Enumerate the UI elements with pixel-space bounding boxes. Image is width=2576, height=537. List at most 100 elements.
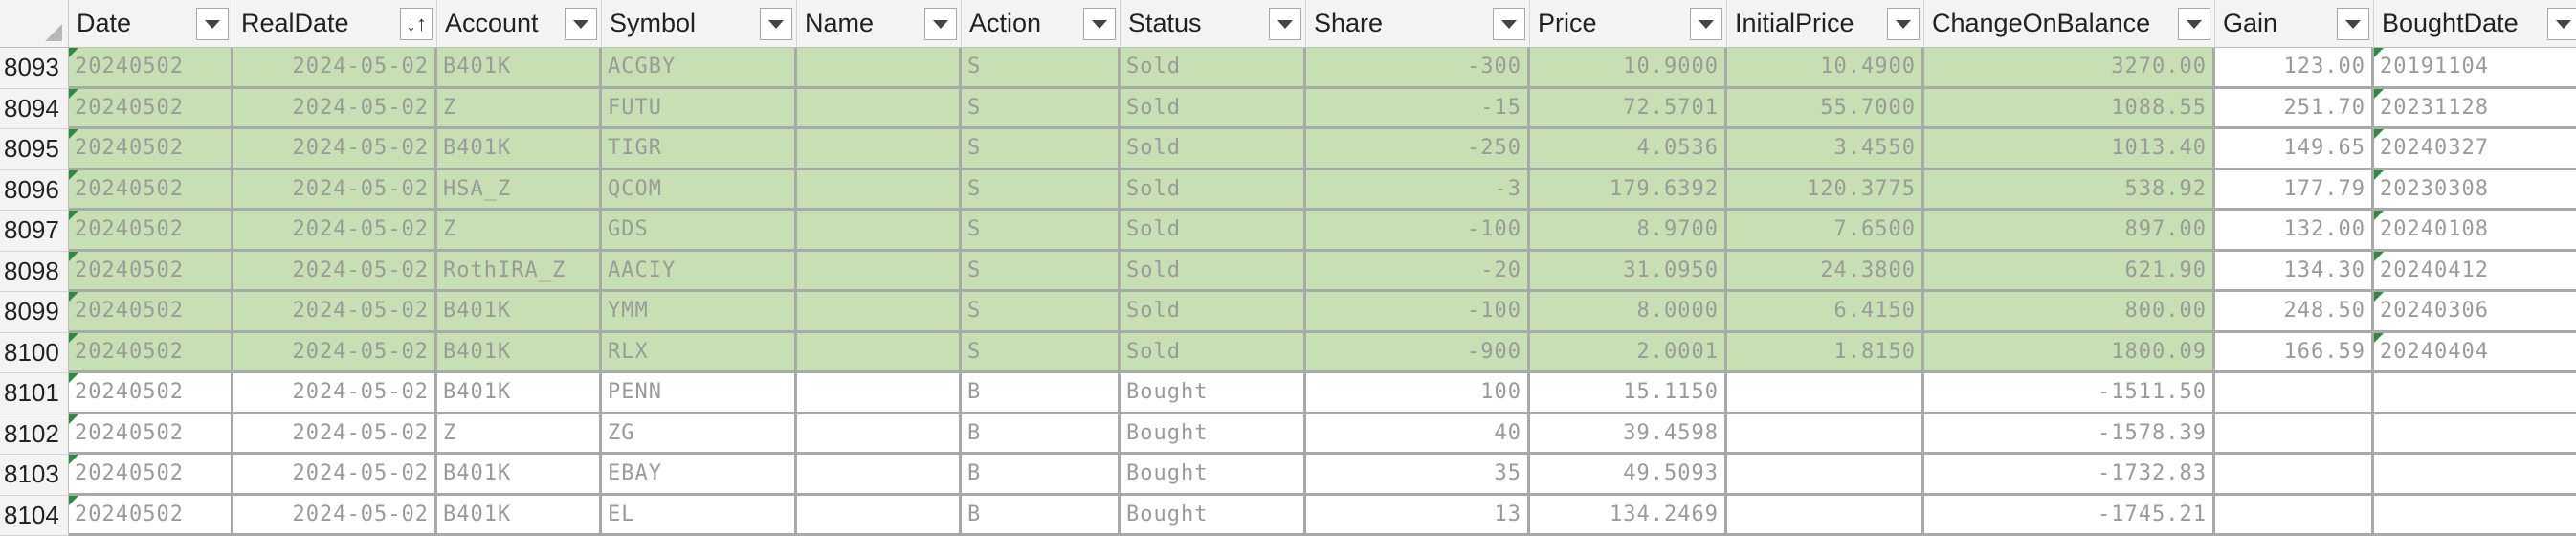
table-cell-boughtdate[interactable]: 20240327 [2374, 129, 2576, 170]
table-cell-realdate[interactable]: 2024-05-02 [233, 251, 437, 292]
table-cell-share[interactable]: -15 [1306, 88, 1530, 129]
column-header-boughtdate[interactable]: BoughtDate [2374, 0, 2576, 48]
table-cell-boughtdate[interactable] [2374, 496, 2576, 536]
table-cell-action[interactable]: B [962, 414, 1121, 455]
table-cell-realdate[interactable]: 2024-05-02 [233, 373, 437, 414]
table-cell-name[interactable] [797, 292, 962, 333]
table-cell-date[interactable]: 20240502 [69, 414, 233, 455]
row-header[interactable]: 8093 [0, 48, 69, 89]
table-cell-price[interactable]: 10.9000 [1530, 48, 1727, 89]
filter-dropdown-button[interactable] [924, 8, 957, 40]
column-header-gain[interactable]: Gain [2215, 0, 2374, 48]
table-cell-realdate[interactable]: 2024-05-02 [233, 414, 437, 455]
row-header[interactable]: 8096 [0, 169, 69, 211]
table-cell-name[interactable] [797, 88, 962, 129]
table-cell-share[interactable]: -100 [1306, 211, 1530, 252]
table-cell-gain[interactable]: 123.00 [2215, 48, 2374, 89]
table-cell-initialprice[interactable]: 7.6500 [1727, 211, 1924, 252]
table-cell-price[interactable]: 2.0001 [1530, 332, 1727, 373]
table-cell-date[interactable]: 20240502 [69, 169, 233, 211]
table-cell-symbol[interactable]: EL [602, 495, 797, 536]
sort-filter-button[interactable]: ↓↑ [400, 8, 433, 40]
table-cell-gain[interactable]: 248.50 [2215, 292, 2374, 333]
table-cell-action[interactable]: S [962, 251, 1121, 292]
table-cell-date[interactable]: 20240502 [69, 332, 233, 373]
table-cell-boughtdate[interactable]: 20230308 [2374, 169, 2576, 211]
table-cell-symbol[interactable]: TIGR [602, 129, 797, 170]
table-cell-status[interactable]: Bought [1121, 495, 1306, 536]
table-cell-name[interactable] [797, 129, 962, 170]
table-cell-share[interactable]: 40 [1306, 414, 1530, 455]
table-cell-changeonbalance[interactable]: 800.00 [1924, 292, 2215, 333]
table-cell-account[interactable]: Z [437, 88, 602, 129]
filter-dropdown-button[interactable] [565, 8, 597, 40]
table-cell-date[interactable]: 20240502 [69, 495, 233, 536]
table-cell-price[interactable]: 49.5093 [1530, 455, 1727, 496]
table-cell-changeonbalance[interactable]: -1745.21 [1924, 495, 2215, 536]
table-cell-initialprice[interactable]: 24.3800 [1727, 251, 1924, 292]
table-cell-name[interactable] [797, 495, 962, 536]
table-cell-realdate[interactable]: 2024-05-02 [233, 292, 437, 333]
table-cell-date[interactable]: 20240502 [69, 455, 233, 496]
table-cell-initialprice[interactable] [1727, 455, 1924, 496]
table-cell-account[interactable]: B401K [437, 129, 602, 170]
table-cell-gain[interactable]: 134.30 [2215, 251, 2374, 292]
table-cell-gain[interactable]: 132.00 [2215, 211, 2374, 252]
table-cell-share[interactable]: -900 [1306, 332, 1530, 373]
table-cell-account[interactable]: Z [437, 211, 602, 252]
table-cell-share[interactable]: -300 [1306, 48, 1530, 89]
row-header[interactable]: 8095 [0, 129, 69, 170]
table-cell-price[interactable]: 8.9700 [1530, 211, 1727, 252]
table-cell-realdate[interactable]: 2024-05-02 [233, 129, 437, 170]
table-cell-symbol[interactable]: RLX [602, 332, 797, 373]
table-cell-changeonbalance[interactable]: -1511.50 [1924, 373, 2215, 414]
table-cell-action[interactable]: B [962, 455, 1121, 496]
table-cell-price[interactable]: 15.1150 [1530, 373, 1727, 414]
table-cell-initialprice[interactable]: 120.3775 [1727, 169, 1924, 211]
table-cell-account[interactable]: B401K [437, 332, 602, 373]
filter-dropdown-button[interactable] [1493, 8, 1525, 40]
table-cell-initialprice[interactable]: 3.4550 [1727, 129, 1924, 170]
table-cell-symbol[interactable]: QCOM [602, 169, 797, 211]
table-cell-name[interactable] [797, 251, 962, 292]
row-header[interactable]: 8094 [0, 88, 69, 129]
column-header-price[interactable]: Price [1530, 0, 1727, 48]
table-cell-symbol[interactable]: FUTU [602, 88, 797, 129]
table-cell-gain[interactable]: 166.59 [2215, 332, 2374, 373]
row-header[interactable]: 8099 [0, 292, 69, 333]
table-cell-action[interactable]: S [962, 88, 1121, 129]
table-cell-price[interactable]: 179.6392 [1530, 169, 1727, 211]
table-cell-account[interactable]: HSA_Z [437, 169, 602, 211]
filter-dropdown-button[interactable] [1083, 8, 1116, 40]
table-cell-share[interactable]: -250 [1306, 129, 1530, 170]
table-cell-boughtdate[interactable] [2374, 373, 2576, 414]
table-cell-changeonbalance[interactable]: 1013.40 [1924, 129, 2215, 170]
table-cell-boughtdate[interactable]: 20240306 [2374, 292, 2576, 333]
table-cell-name[interactable] [797, 332, 962, 373]
filter-dropdown-button[interactable] [196, 8, 229, 40]
table-cell-date[interactable]: 20240502 [69, 48, 233, 89]
table-cell-changeonbalance[interactable]: 621.90 [1924, 251, 2215, 292]
table-cell-symbol[interactable]: YMM [602, 292, 797, 333]
table-cell-realdate[interactable]: 2024-05-02 [233, 211, 437, 252]
table-cell-date[interactable]: 20240502 [69, 129, 233, 170]
table-cell-share[interactable]: -20 [1306, 251, 1530, 292]
table-cell-action[interactable]: S [962, 169, 1121, 211]
row-header[interactable]: 8104 [0, 495, 69, 536]
table-cell-symbol[interactable]: PENN [602, 373, 797, 414]
table-cell-realdate[interactable]: 2024-05-02 [233, 455, 437, 496]
select-all-corner[interactable] [0, 0, 69, 48]
table-cell-status[interactable]: Sold [1121, 129, 1306, 170]
table-cell-changeonbalance[interactable]: -1732.83 [1924, 455, 2215, 496]
table-cell-price[interactable]: 8.0000 [1530, 292, 1727, 333]
table-cell-initialprice[interactable]: 6.4150 [1727, 292, 1924, 333]
table-cell-account[interactable]: RothIRA_Z [437, 251, 602, 292]
table-cell-gain[interactable]: 177.79 [2215, 169, 2374, 211]
column-header-status[interactable]: Status [1121, 0, 1306, 48]
table-cell-status[interactable]: Sold [1121, 332, 1306, 373]
table-cell-price[interactable]: 39.4598 [1530, 414, 1727, 455]
table-cell-gain[interactable] [2215, 455, 2374, 496]
table-cell-realdate[interactable]: 2024-05-02 [233, 48, 437, 89]
table-cell-status[interactable]: Bought [1121, 414, 1306, 455]
row-header[interactable]: 8102 [0, 414, 69, 455]
